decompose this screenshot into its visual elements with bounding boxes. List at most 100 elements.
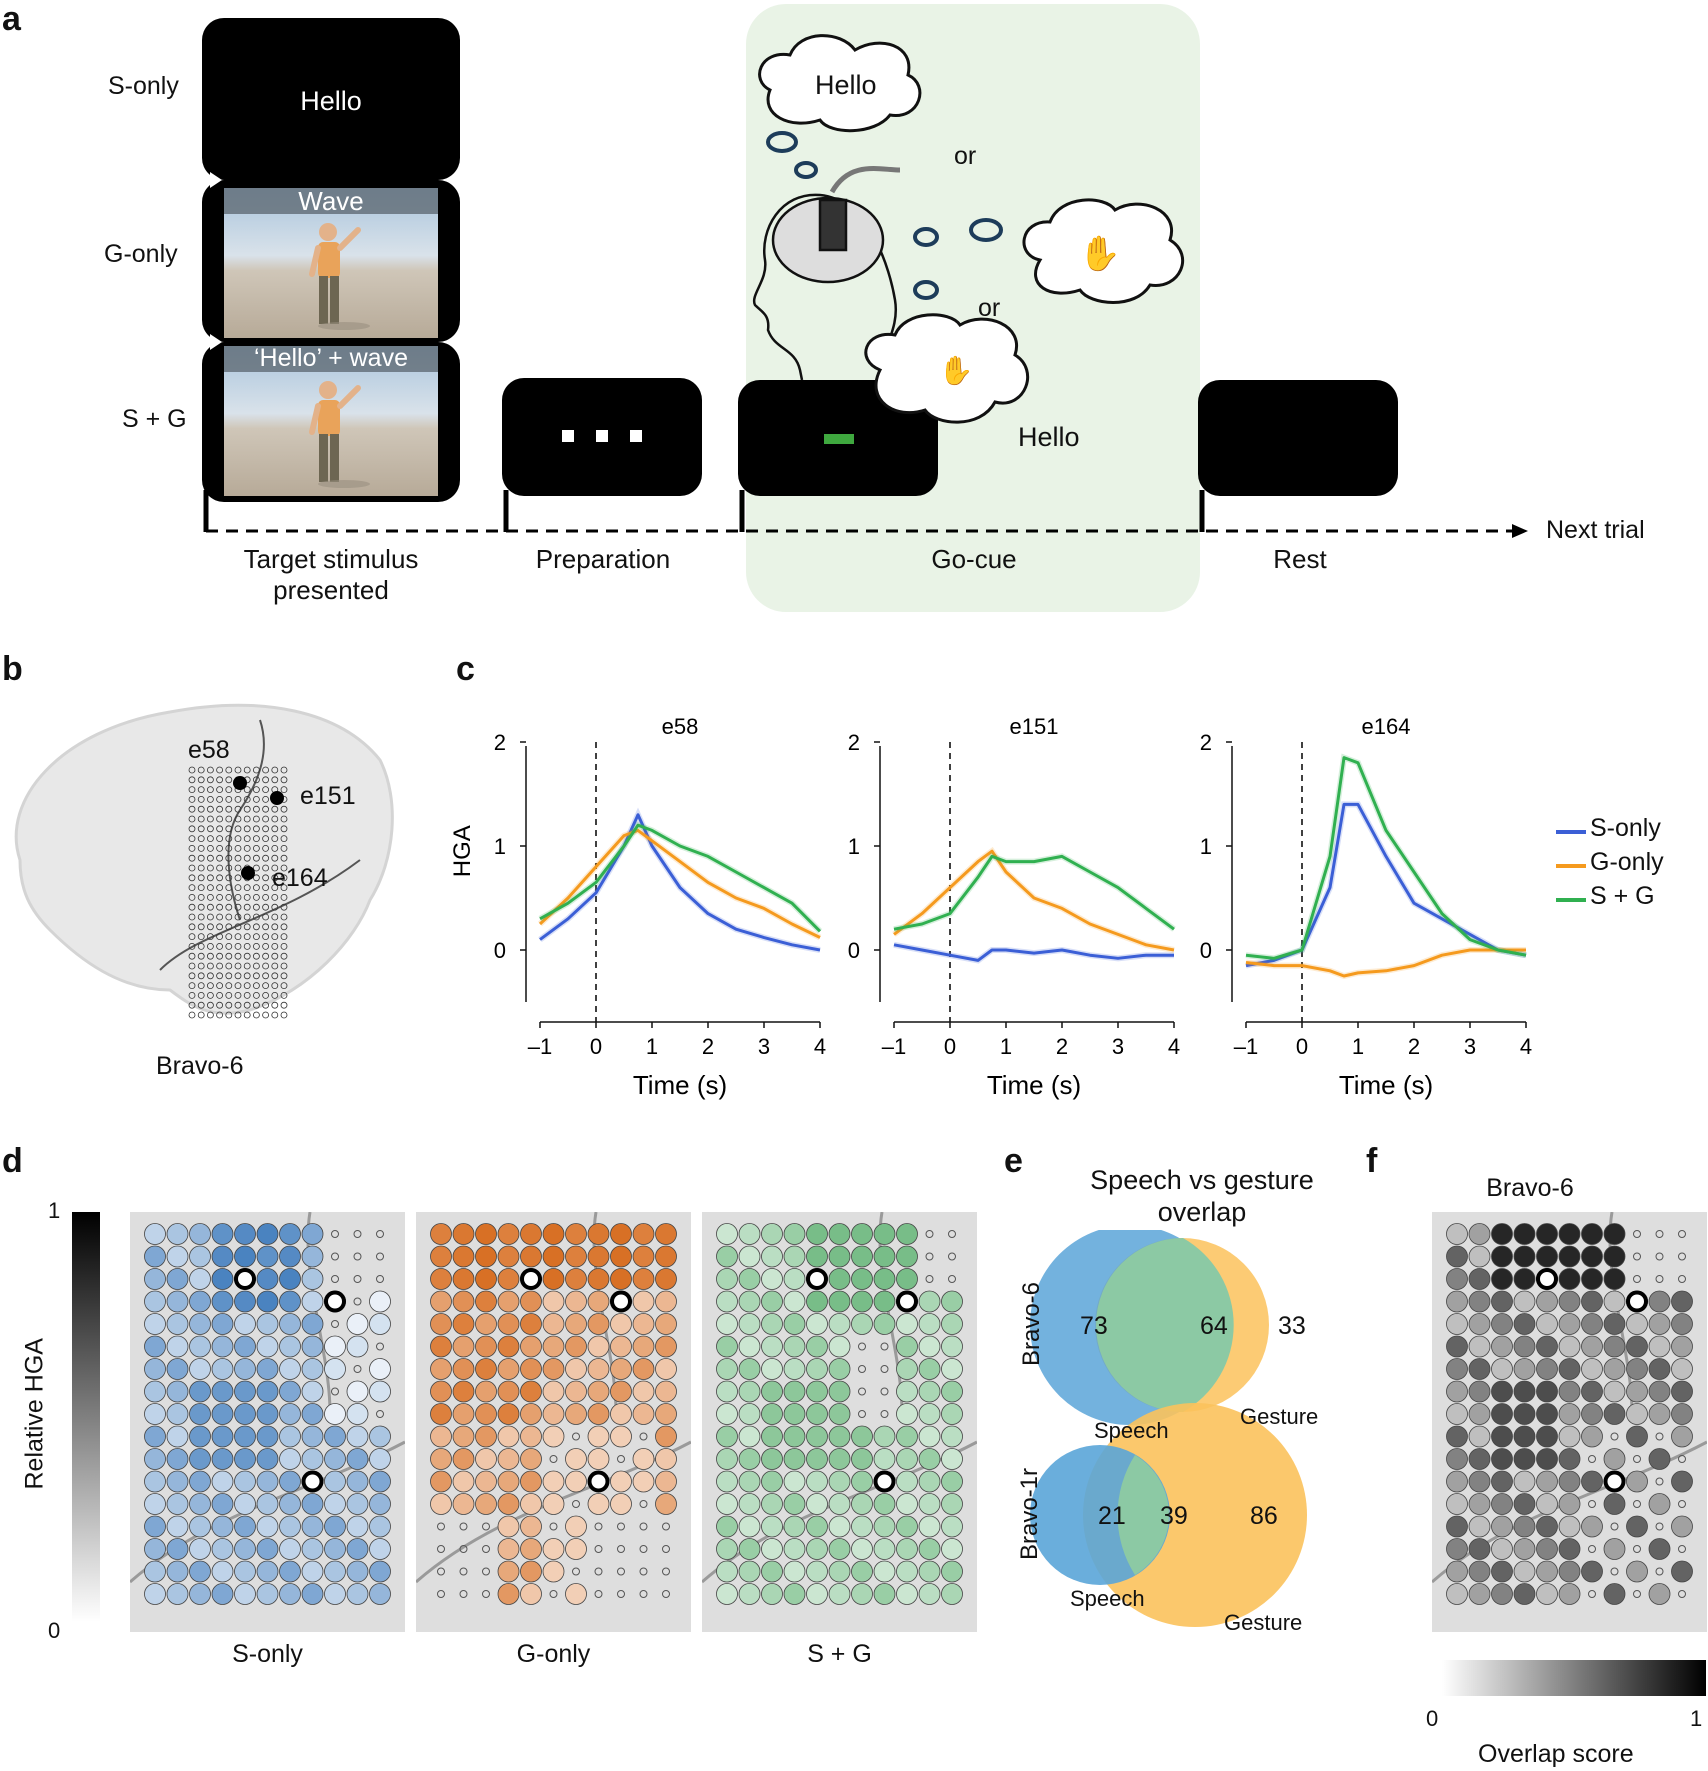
electrode-active (1536, 1560, 1558, 1583)
electrode-active (1581, 1515, 1603, 1538)
electrode-active (211, 1560, 234, 1583)
stimulus-screen-s-only: Hello (202, 18, 460, 180)
electrode-active (783, 1335, 806, 1358)
electrode-active (1558, 1470, 1581, 1493)
series-line-S-only (539, 813, 821, 952)
electrode-inactive (925, 1275, 934, 1283)
electrode-inactive (1588, 1590, 1596, 1598)
electrode-active (896, 1448, 918, 1470)
electrode-label-e151: e151 (300, 782, 356, 810)
electrode-active (1513, 1335, 1536, 1358)
electrode-active (918, 1425, 941, 1448)
electrode-active (610, 1245, 632, 1268)
electrode-active (520, 1313, 542, 1335)
grid-electrode (234, 1011, 242, 1019)
stimulus-text-wave: Wave (298, 186, 364, 216)
electrode-active (1536, 1380, 1558, 1403)
electrode-active (1446, 1358, 1468, 1380)
grid-electrode (271, 913, 279, 921)
electrode-active (896, 1245, 918, 1268)
electrode-active (806, 1335, 828, 1358)
electrode-active (256, 1448, 279, 1470)
grid-electrode (280, 884, 288, 892)
highlight-electrode (324, 1290, 346, 1313)
electrode-active (761, 1245, 783, 1268)
electrode-active (166, 1268, 189, 1290)
electrode-active (234, 1493, 256, 1515)
grid-electrode (225, 844, 233, 852)
electrode-active (189, 1335, 211, 1358)
electrode-active (918, 1448, 941, 1470)
grid-electrode (225, 835, 233, 843)
electrode-active (655, 1493, 677, 1515)
electrode-active (234, 1448, 256, 1470)
electrode-inactive (1678, 1230, 1686, 1238)
grid-electrode (197, 776, 205, 784)
electrode-active (144, 1425, 166, 1448)
electrode-active (166, 1380, 189, 1403)
grid-electrode (234, 884, 242, 892)
electrode-inactive (1633, 1590, 1641, 1598)
electrode-active (144, 1268, 166, 1290)
grid-electrode (206, 844, 214, 852)
electrode-active (497, 1245, 520, 1268)
electrode-active (655, 1448, 677, 1470)
electrode-active (189, 1493, 211, 1515)
electrode-active (1671, 1380, 1693, 1403)
grid-electrode (280, 835, 288, 843)
electrode-inactive (1678, 1455, 1686, 1463)
grid-electrode (271, 766, 279, 774)
electrode-active (1513, 1470, 1536, 1493)
electrode-active (346, 1515, 369, 1538)
electrode-active (941, 1358, 963, 1380)
electrode-active (1603, 1313, 1626, 1335)
electrode-active (716, 1560, 738, 1583)
electrode-active (542, 1425, 565, 1448)
grid-electrode (262, 766, 270, 774)
electrode-active (806, 1313, 828, 1335)
electrode-active (587, 1425, 610, 1448)
electrode-inactive (353, 1230, 362, 1238)
electrode-active (475, 1313, 497, 1335)
x-tick-label: 0 (1296, 1034, 1308, 1059)
electrode-active (896, 1268, 918, 1290)
electrode-active (189, 1358, 211, 1380)
electrode-active (497, 1560, 520, 1583)
electrode-active (256, 1583, 279, 1605)
grid-electrode (252, 805, 260, 813)
grid-electrode (234, 864, 242, 872)
electrode-active (655, 1425, 677, 1448)
electrode-active (828, 1470, 851, 1493)
electrode-active (655, 1403, 677, 1425)
electrode-active (1446, 1515, 1468, 1538)
grid-electrode (252, 1001, 260, 1009)
venn2-overlap-count: 39 (1160, 1502, 1188, 1530)
grid-electrode (197, 903, 205, 911)
grid-electrode (206, 923, 214, 931)
series-line-G-only (1245, 948, 1526, 978)
x-tick-label: 3 (1112, 1034, 1124, 1059)
electrode-active (806, 1560, 828, 1583)
electrode-active (166, 1223, 189, 1245)
electrode-active (761, 1335, 783, 1358)
electrode-inactive (1678, 1275, 1686, 1283)
electrode-active (1603, 1380, 1626, 1403)
electrode-active (1468, 1358, 1491, 1380)
electrode-active (189, 1223, 211, 1245)
electrode-active (1581, 1380, 1603, 1403)
electrode-active (234, 1358, 256, 1380)
electrode-inactive (858, 1387, 866, 1396)
electrode-active (475, 1268, 497, 1290)
electrode-active (738, 1313, 761, 1335)
electrode-active (369, 1313, 391, 1335)
electrode-active (1491, 1358, 1513, 1380)
electrode-active (761, 1358, 783, 1380)
electrode-active (632, 1470, 655, 1493)
electrode-active (1491, 1245, 1513, 1268)
electrode-active (783, 1223, 806, 1245)
electrode-inactive (1678, 1500, 1686, 1508)
electrode-active (1491, 1515, 1513, 1538)
electrode-active (587, 1223, 610, 1245)
electrode-inactive (1633, 1455, 1641, 1463)
grid-electrode (206, 991, 214, 999)
